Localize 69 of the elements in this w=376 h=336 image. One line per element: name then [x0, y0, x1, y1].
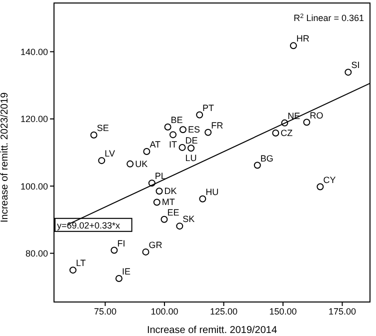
annotation: LU — [185, 153, 197, 164]
annotation: HU — [206, 186, 219, 197]
point — [178, 144, 186, 151]
point — [290, 42, 297, 50]
y-tick-label: 140.00 — [20, 46, 48, 57]
point — [164, 123, 172, 130]
annotation: BE — [170, 114, 183, 125]
point — [110, 246, 118, 254]
point — [156, 188, 163, 195]
annotation: EE — [167, 207, 180, 218]
annotation: PT — [202, 102, 215, 113]
point — [98, 157, 106, 164]
point — [316, 183, 324, 190]
annotation: LV — [104, 148, 115, 159]
point — [204, 128, 212, 136]
point — [176, 222, 184, 230]
annotation: PL — [154, 171, 166, 182]
annotation: FI — [117, 238, 126, 248]
annotation: ES — [188, 124, 200, 135]
annotation: SI — [351, 60, 360, 70]
annotation: R$^{2}$ Linear = 0.361 — [294, 12, 364, 23]
point — [115, 274, 122, 282]
y-tick-label: 120.00 — [20, 114, 48, 124]
point — [160, 216, 168, 223]
point — [90, 132, 98, 139]
point — [69, 266, 76, 274]
x-tick-label: 100.00 — [150, 306, 178, 316]
point — [188, 144, 195, 152]
point — [303, 118, 310, 126]
annotation: GR — [148, 240, 163, 250]
x-axis-title: Increase of remitt. 2019/2014 — [146, 325, 278, 336]
point — [272, 130, 280, 137]
point — [179, 126, 186, 134]
point — [344, 68, 352, 76]
x-tick-label: 150.00 — [269, 306, 297, 316]
annotation: CY — [323, 174, 336, 185]
point — [170, 131, 177, 138]
x-tick-label: 75.00 — [94, 306, 116, 316]
point — [126, 160, 134, 168]
annotation: SE — [96, 123, 109, 134]
y-tick-label: 100.00 — [20, 181, 48, 192]
point — [196, 111, 204, 118]
annotation: y=69.02+0.33*x — [57, 220, 121, 230]
annotation: CZ — [280, 128, 294, 138]
annotation: RO — [310, 110, 324, 120]
y-tick-label: 80.00 — [25, 248, 48, 258]
annotation: AT — [150, 139, 162, 150]
annotation: UK — [135, 158, 148, 169]
annotation: SK — [182, 214, 195, 224]
point — [199, 195, 206, 202]
point — [142, 248, 150, 256]
x-tick-label: 175.00 — [328, 306, 356, 316]
annotation: NE — [288, 110, 300, 121]
annotation: HR — [296, 34, 310, 44]
point — [254, 162, 261, 169]
point — [143, 148, 150, 155]
annotation: LT — [76, 258, 86, 268]
annotation: IT — [169, 140, 178, 150]
annotation: IE — [122, 266, 130, 276]
point — [153, 198, 160, 206]
y-axis-title: Increase of remitt. 2023/2019 — [0, 92, 11, 222]
annotation: BG — [260, 153, 274, 164]
annotation: DE — [185, 135, 198, 146]
x-tick-label: 125.00 — [210, 306, 238, 316]
annotation: MT — [162, 197, 176, 208]
annotation: DK — [164, 186, 177, 196]
point — [281, 119, 288, 126]
point — [148, 180, 156, 187]
annotation: FR — [211, 120, 224, 130]
